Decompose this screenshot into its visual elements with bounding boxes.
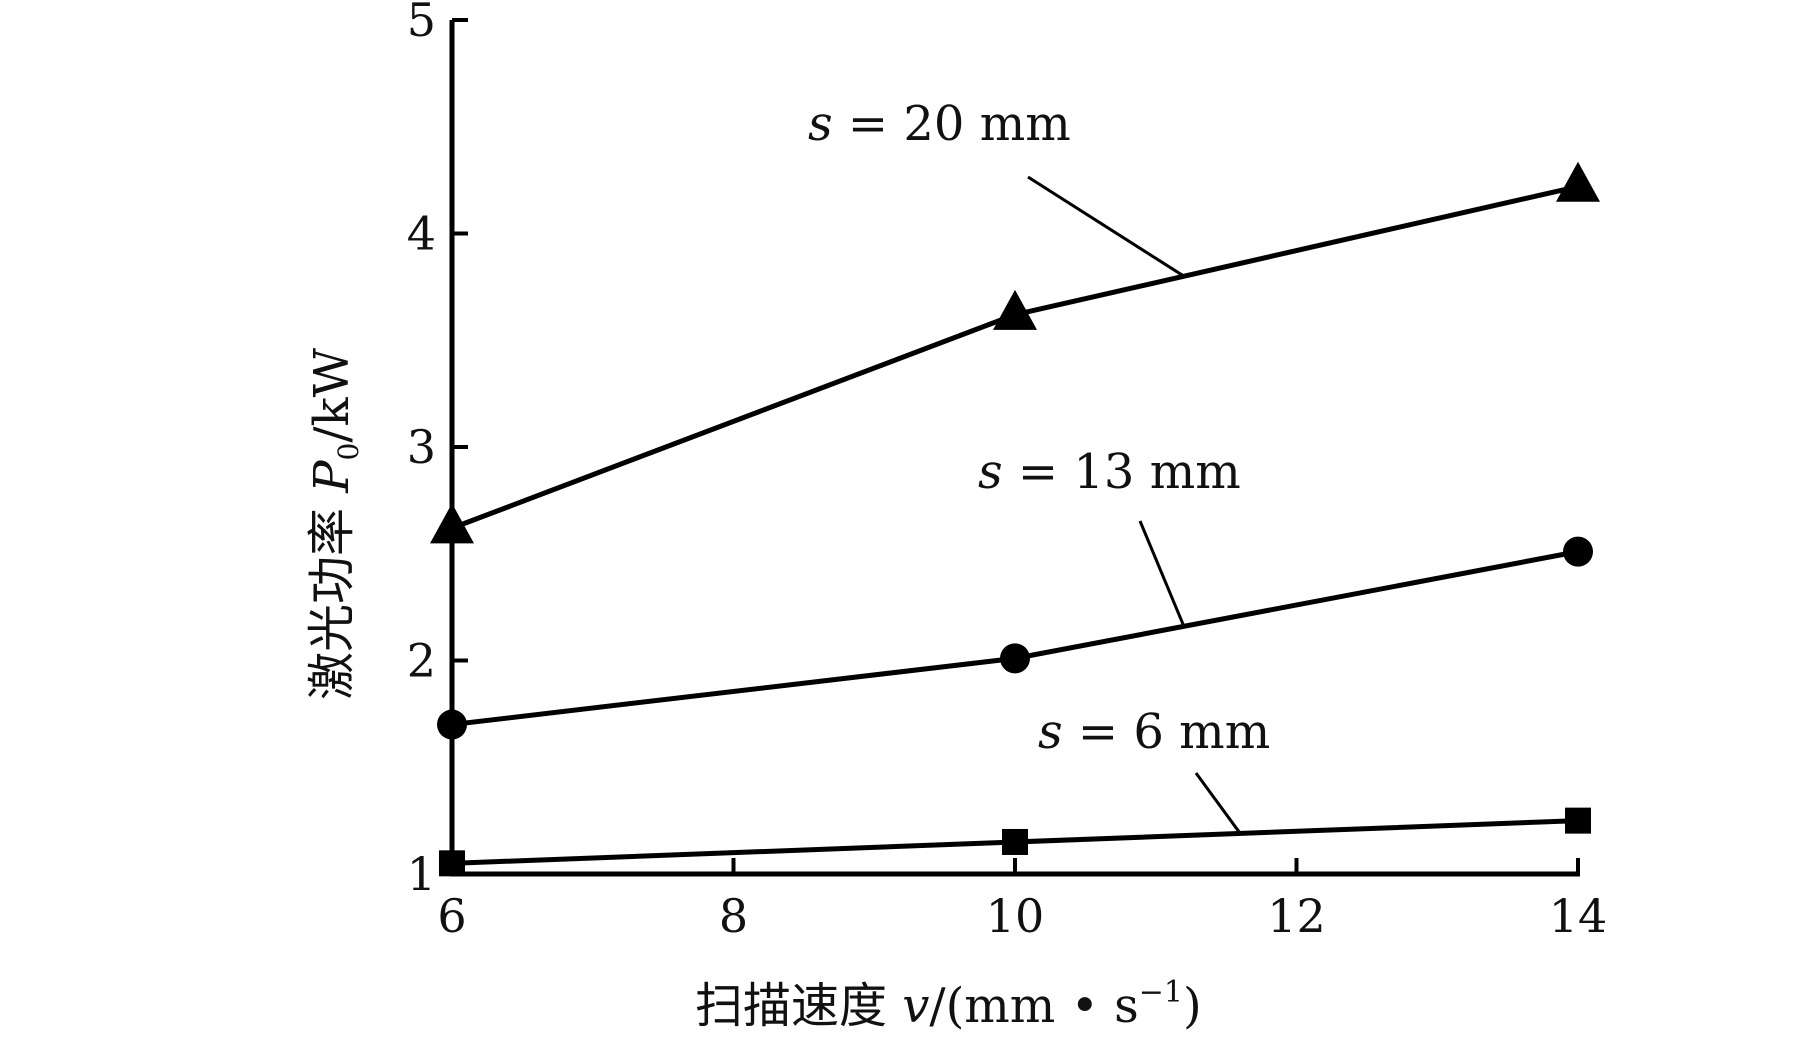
- series-line-circle: [451, 549, 1579, 728]
- series-markers: [430, 161, 1600, 877]
- leader-line: [1138, 520, 1186, 627]
- x-tick-label: 10: [986, 889, 1045, 943]
- series-lines: [451, 184, 1579, 866]
- square-marker: [439, 850, 465, 877]
- y-axis-title-subscript: 0: [332, 443, 365, 461]
- series-label: s = 20 mm: [808, 96, 1071, 152]
- circle-marker: [437, 709, 467, 740]
- circle-marker: [1563, 536, 1593, 567]
- x-axis-title-variable: v: [902, 978, 929, 1034]
- y-ticks: 1 2 3 4 5: [407, 0, 468, 901]
- x-tick-label: 12: [1267, 889, 1326, 943]
- label-leader-lines: [1027, 175, 1242, 835]
- series-labels: s = 20 mm s = 13 mm s = 6 mm: [808, 96, 1270, 760]
- x-axis-title-unit: /(mm • s: [929, 978, 1138, 1034]
- y-axis-title: 激光功率 P0/kW: [304, 347, 365, 700]
- x-ticks: 6 8 10 12 14: [437, 858, 1607, 943]
- x-axis-title-exponent: −1: [1139, 975, 1183, 1010]
- series-label: s = 6 mm: [1038, 704, 1270, 760]
- y-tick-label: 2: [407, 634, 436, 688]
- x-axis-title-close: ): [1183, 978, 1202, 1034]
- x-tick-label: 6: [437, 889, 466, 943]
- x-tick-label: 8: [719, 889, 748, 943]
- y-tick-label: 1: [407, 847, 436, 901]
- y-axis-title-variable: P: [304, 460, 360, 494]
- triangle-marker: [1556, 161, 1600, 202]
- triangle-marker: [430, 503, 474, 544]
- square-marker: [1002, 828, 1028, 855]
- y-tick-label: 3: [407, 420, 436, 474]
- y-axis-title-unit: /kW: [304, 347, 360, 442]
- leader-line: [1194, 772, 1242, 835]
- series-label: s = 13 mm: [978, 444, 1241, 500]
- x-axis-title-prefix: 扫描速度: [695, 978, 902, 1034]
- y-axis-title-prefix: 激光功率: [304, 493, 360, 700]
- y-tick-label: 4: [407, 207, 436, 261]
- square-marker: [1565, 807, 1591, 834]
- circle-marker: [1000, 643, 1030, 674]
- y-tick-label: 5: [407, 0, 436, 47]
- triangle-marker: [993, 289, 1037, 330]
- x-axis-title: 扫描速度 v/(mm • s−1): [695, 975, 1202, 1034]
- x-tick-label: 14: [1549, 889, 1608, 943]
- leader-line: [1027, 175, 1185, 278]
